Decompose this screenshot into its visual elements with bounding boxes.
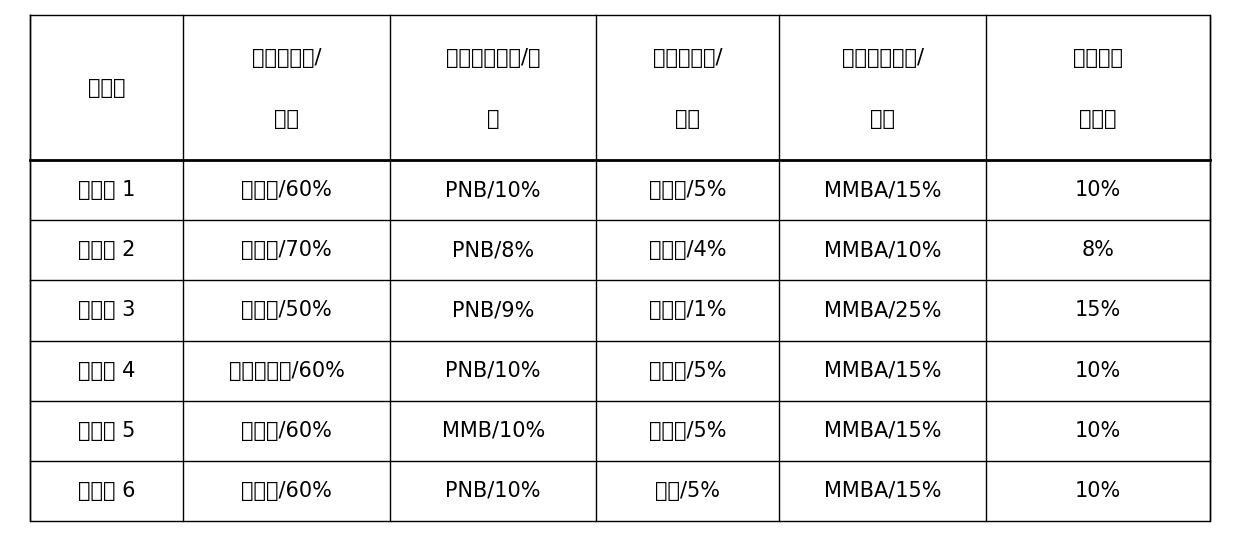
Text: MMBA/15%: MMBA/15% <box>823 421 941 441</box>
Text: 酯醚类化合物/: 酯醚类化合物/ <box>842 48 924 69</box>
Text: 正丁醇/5%: 正丁醇/5% <box>649 361 727 381</box>
Text: 正壬烷/70%: 正壬烷/70% <box>242 240 332 260</box>
Text: MMBA/25%: MMBA/25% <box>823 300 941 321</box>
Text: 实施例 4: 实施例 4 <box>78 361 135 381</box>
Text: 正丁醇/1%: 正丁醇/1% <box>649 300 727 321</box>
Text: MMBA/15%: MMBA/15% <box>823 361 941 381</box>
Text: MMBA/15%: MMBA/15% <box>823 180 941 200</box>
Text: 实施例 5: 实施例 5 <box>78 421 135 441</box>
Text: 实施例 2: 实施例 2 <box>78 240 135 260</box>
Text: 实施例 6: 实施例 6 <box>78 481 135 501</box>
Text: PNB/10%: PNB/10% <box>445 361 541 381</box>
Text: 8%: 8% <box>1081 240 1115 260</box>
Text: MMBA/15%: MMBA/15% <box>823 481 941 501</box>
Text: PNB/10%: PNB/10% <box>445 481 541 501</box>
Text: 含量: 含量 <box>870 109 895 129</box>
Text: 正壬烷/60%: 正壬烷/60% <box>242 481 332 501</box>
Text: 正丁醇/4%: 正丁醇/4% <box>649 240 727 260</box>
Text: PNB/8%: PNB/8% <box>453 240 534 260</box>
Text: MMB/10%: MMB/10% <box>441 421 544 441</box>
Text: 15%: 15% <box>1075 300 1121 321</box>
Text: 实施例 1: 实施例 1 <box>78 180 135 200</box>
Text: PNB/9%: PNB/9% <box>451 300 534 321</box>
Text: 戊醇/5%: 戊醇/5% <box>656 481 720 501</box>
Text: 碳氢化合物/: 碳氢化合物/ <box>252 48 321 69</box>
Text: 乙酰丙酮: 乙酰丙酮 <box>1073 48 1123 69</box>
Text: 正壬烷/60%: 正壬烷/60% <box>242 421 332 441</box>
Text: 正构十一烷/60%: 正构十一烷/60% <box>228 361 345 381</box>
Text: 正壬烷/60%: 正壬烷/60% <box>242 180 332 200</box>
Text: 正壬烷/50%: 正壬烷/50% <box>242 300 332 321</box>
Text: 10%: 10% <box>1075 180 1121 200</box>
Text: 10%: 10% <box>1075 361 1121 381</box>
Text: 含量: 含量 <box>274 109 299 129</box>
Text: 正丁醇/5%: 正丁醇/5% <box>649 421 727 441</box>
Text: MMBA/10%: MMBA/10% <box>823 240 941 260</box>
Text: 的含量: 的含量 <box>1079 109 1117 129</box>
Text: 实施例 3: 实施例 3 <box>78 300 135 321</box>
Text: 正丁醇/5%: 正丁醇/5% <box>649 180 727 200</box>
Text: 量: 量 <box>487 109 500 129</box>
Text: 醇类化合物/: 醇类化合物/ <box>653 48 723 69</box>
Text: 10%: 10% <box>1075 481 1121 501</box>
Text: 实施例: 实施例 <box>88 78 125 98</box>
Text: PNB/10%: PNB/10% <box>445 180 541 200</box>
Text: 含量: 含量 <box>676 109 701 129</box>
Text: 10%: 10% <box>1075 421 1121 441</box>
Text: 醇醚类化合物/含: 醇醚类化合物/含 <box>446 48 541 69</box>
